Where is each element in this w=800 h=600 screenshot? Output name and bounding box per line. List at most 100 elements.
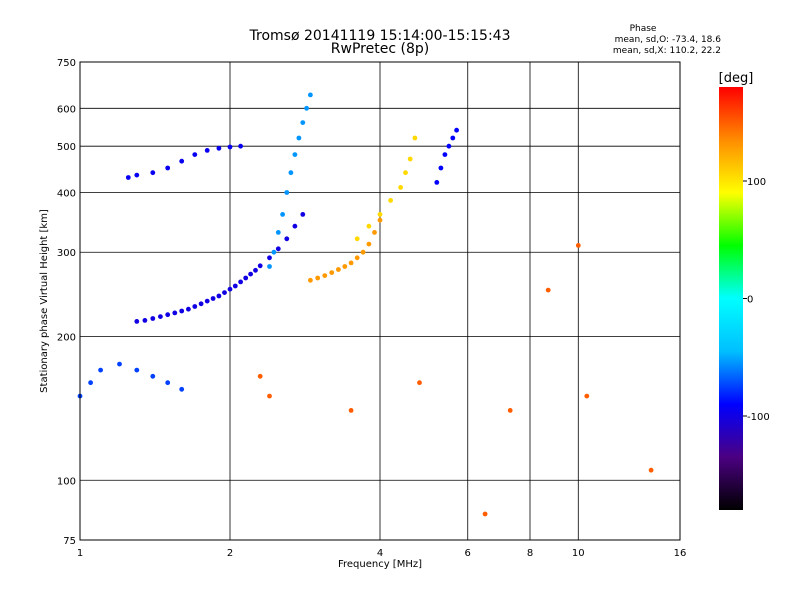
data-point (179, 158, 185, 164)
y-tick-label: 75 (63, 536, 76, 547)
data-point (186, 306, 191, 312)
chart-subtitle: RwPretec (8p) (331, 41, 429, 57)
y-tick-label: 200 (57, 332, 76, 343)
data-point (275, 246, 281, 252)
data-point (117, 361, 122, 367)
y-tick-label: 500 (57, 142, 76, 153)
data-point (575, 243, 581, 248)
data-point (216, 145, 222, 151)
data-point (507, 408, 513, 413)
data-point (388, 198, 393, 203)
data-point (134, 367, 140, 373)
data-point (296, 135, 302, 141)
x-tick-label: 4 (377, 548, 383, 559)
data-point (308, 92, 313, 98)
data-point (232, 283, 238, 289)
data-point (165, 165, 171, 171)
data-point (257, 373, 263, 379)
data-point (275, 230, 281, 235)
data-point (377, 212, 383, 217)
data-point (366, 223, 372, 229)
data-point (98, 367, 103, 373)
data-point (354, 236, 360, 242)
y-axis-ticks: 75 100 200 300 400 500 600 750 (57, 58, 76, 547)
data-point (134, 172, 140, 178)
y-tick-label: 100 (57, 476, 76, 487)
data-point (482, 511, 488, 517)
data-point (248, 271, 254, 277)
phase-stats-o: mean, sd,O: -73.4, 18.6 (615, 35, 722, 45)
phase-heading: Phase (630, 24, 657, 34)
data-point (360, 249, 366, 255)
data-point (204, 298, 210, 304)
data-point (403, 170, 408, 176)
data-point (292, 223, 298, 229)
data-point (134, 319, 140, 324)
data-point (165, 380, 171, 386)
data-point (257, 263, 263, 269)
data-point (150, 373, 156, 379)
data-point (192, 152, 198, 158)
y-tick-label: 400 (57, 188, 76, 199)
data-point (150, 170, 156, 176)
x-axis-label: Frequency [MHz] (338, 559, 422, 570)
data-point (210, 296, 216, 301)
y-axis-label: Stationary phase Virtual Height [km] (39, 209, 50, 393)
data-point (88, 380, 93, 386)
data-point (407, 156, 413, 162)
data-point (377, 217, 383, 223)
data-point (288, 170, 294, 176)
data-point (280, 212, 285, 217)
y-tick-label: 300 (57, 248, 76, 259)
data-point (204, 148, 210, 153)
data-point (446, 143, 452, 149)
data-point (454, 127, 459, 133)
data-point (227, 286, 233, 292)
colorbar-tick-label: 100 (747, 177, 766, 188)
data-point (412, 135, 418, 141)
data-point (284, 236, 290, 242)
x-tick-label: 6 (465, 548, 471, 559)
data-point (329, 270, 335, 275)
colorbar-tick-label: 0 (747, 295, 753, 306)
scatter-points (77, 92, 654, 517)
data-point (267, 393, 272, 399)
data-point (158, 314, 163, 319)
colorbar (719, 87, 743, 510)
x-tick-label: 16 (674, 548, 687, 559)
data-point (179, 386, 185, 392)
data-point (348, 260, 354, 266)
chart-title: Tromsø 20141119 15:14:00-15:15:43 (249, 28, 511, 44)
data-point (584, 393, 590, 399)
data-point (165, 312, 171, 318)
data-point (315, 275, 321, 281)
data-point (300, 120, 306, 125)
plot-grid (80, 62, 680, 540)
plot-frame (79, 61, 681, 541)
data-point (366, 241, 372, 247)
y-tick-label: 600 (57, 104, 76, 115)
data-point (150, 316, 156, 321)
data-point (348, 408, 354, 413)
data-point (238, 143, 244, 149)
data-point (192, 304, 198, 309)
data-point (417, 380, 422, 386)
x-tick-label: 2 (227, 548, 233, 559)
data-point (442, 152, 448, 158)
data-point (342, 264, 348, 269)
data-point (304, 105, 309, 111)
data-point (300, 212, 306, 217)
data-point (267, 264, 272, 269)
colorbar-ticks: 100 0 -100 (743, 177, 770, 423)
y-tick-label: 750 (57, 58, 76, 69)
data-point (222, 290, 227, 295)
colorbar-tick-label: -100 (747, 412, 770, 423)
colorbar-label: [deg] (719, 71, 754, 86)
data-point (372, 230, 377, 235)
data-point (336, 267, 341, 272)
data-point (271, 249, 277, 255)
x-tick-label: 8 (527, 548, 533, 559)
phase-stats-x: mean, sd,X: 110.2, 22.2 (613, 46, 721, 56)
data-point (179, 308, 185, 314)
